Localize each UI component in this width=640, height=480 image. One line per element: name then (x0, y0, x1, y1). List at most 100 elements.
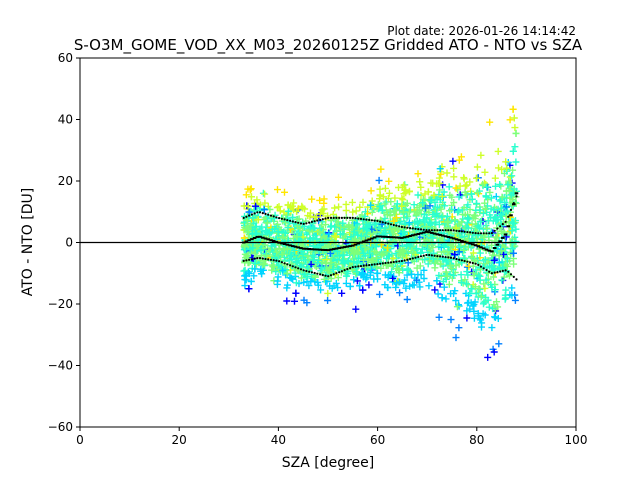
data-point (342, 200, 350, 208)
x-axis-label: SZA [degree] (282, 455, 375, 471)
upper-stddev-series-point (406, 226, 409, 229)
data-point (413, 217, 421, 225)
data-point (460, 204, 468, 212)
lower-stddev-series-point (444, 256, 447, 259)
data-point (506, 272, 513, 280)
data-point (509, 166, 517, 174)
upper-stddev-series-point (329, 216, 333, 219)
data-point (368, 197, 376, 205)
data-point (247, 277, 255, 285)
data-point (383, 211, 391, 219)
data-point (281, 188, 288, 196)
data-point (325, 242, 332, 250)
lower-stddev-series-point (332, 273, 335, 276)
data-point (361, 212, 369, 220)
data-point (425, 282, 433, 290)
data-point (317, 286, 325, 294)
data-point (447, 316, 455, 324)
data-point (258, 230, 266, 238)
data-point (424, 188, 432, 196)
data-point (504, 181, 512, 189)
data-point (322, 221, 329, 229)
lower-stddev-series-point (509, 273, 513, 276)
chart-title: S-O3M_GOME_VOD_XX_M03_20260125Z Gridded … (74, 36, 583, 55)
x-tick-label: 0 (76, 433, 84, 447)
data-point (412, 245, 420, 252)
upper-stddev-series-point (242, 216, 245, 219)
x-tick-label: 80 (469, 433, 484, 447)
upper-stddev-series-point (280, 217, 283, 220)
data-point (398, 202, 406, 210)
data-point (414, 191, 422, 199)
data-point (433, 195, 441, 203)
upper-stddev-series-point (351, 216, 354, 219)
data-point (460, 233, 468, 240)
data-point (391, 211, 399, 218)
data-point (455, 220, 463, 228)
data-point (445, 183, 453, 191)
upper-stddev-series-point (387, 222, 390, 225)
data-point (387, 198, 395, 206)
data-point (463, 314, 471, 322)
data-point (507, 191, 515, 199)
data-point (307, 277, 315, 285)
data-point (342, 279, 350, 287)
data-point (299, 218, 307, 226)
data-point (414, 170, 422, 178)
data-point (403, 271, 411, 279)
data-point (400, 181, 408, 189)
data-point (443, 258, 451, 266)
data-point (390, 217, 398, 225)
data-point (503, 187, 510, 195)
data-point (438, 193, 446, 200)
data-point (482, 192, 490, 200)
data-point (471, 283, 479, 291)
data-point (245, 208, 253, 216)
upper-stddev-series-point (316, 219, 319, 222)
data-point (495, 164, 502, 172)
data-point (367, 187, 375, 195)
data-point (406, 282, 414, 290)
data-point (259, 261, 267, 269)
data-point (473, 200, 480, 208)
upper-stddev-series-point (433, 229, 436, 232)
data-point (483, 224, 491, 232)
data-point (381, 184, 389, 192)
lower-stddev-series-point (403, 259, 406, 262)
data-point (452, 184, 460, 192)
data-point (365, 281, 373, 289)
data-point (480, 298, 488, 306)
data-point (489, 217, 497, 225)
data-point (502, 286, 510, 294)
data-point (331, 204, 339, 212)
upper-stddev-series-point (302, 222, 305, 225)
lower-stddev-series-point (471, 261, 474, 265)
data-point (375, 176, 383, 184)
data-point (421, 204, 429, 212)
data-point (480, 234, 488, 241)
data-point (450, 173, 458, 181)
data-point (305, 282, 313, 290)
data-point (268, 266, 276, 274)
mean-series (241, 192, 519, 253)
data-point (368, 208, 376, 216)
data-point (356, 282, 364, 290)
data-point (487, 205, 495, 213)
data-point (242, 191, 250, 199)
data-point (320, 275, 328, 283)
data-point (353, 268, 361, 276)
data-point (313, 235, 321, 243)
lower-stddev-series-point (294, 266, 297, 269)
data-point (492, 182, 499, 190)
data-point (339, 251, 347, 259)
data-point (477, 316, 485, 324)
data-point (417, 210, 425, 218)
data-point (337, 230, 344, 238)
data-point (426, 202, 434, 210)
data-point (420, 266, 428, 274)
x-tick-label: 100 (565, 433, 588, 447)
data-point (443, 169, 451, 177)
lower-stddev-series-point (338, 271, 341, 274)
data-point (275, 244, 283, 252)
data-point (469, 302, 477, 310)
